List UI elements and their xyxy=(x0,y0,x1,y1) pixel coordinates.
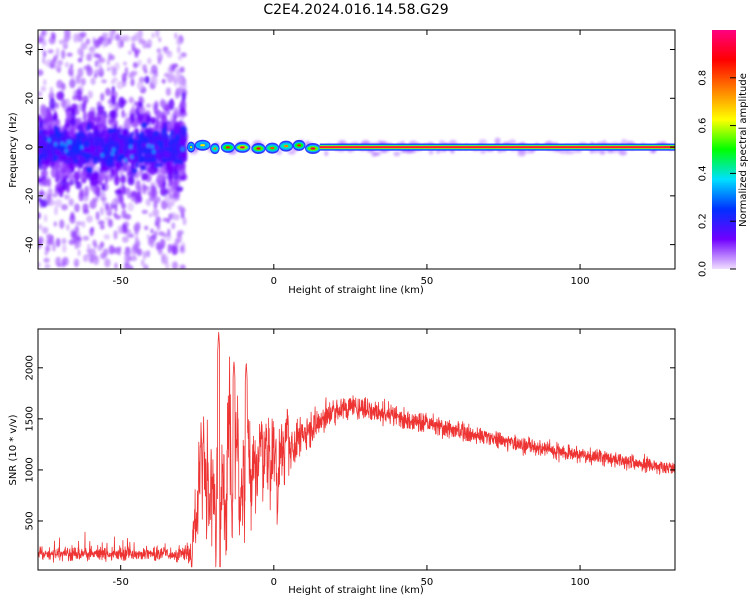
snr-x-tick-label: 0 xyxy=(271,577,277,588)
colorbar-ticks: 0.0 0.2 0.4 0.6 0.8 xyxy=(698,70,736,277)
snr-x-ticks: -50 0 50 100 xyxy=(113,329,590,588)
colorbar: 0.0 0.2 0.4 0.6 0.8 Normalized spectral ampl… xyxy=(698,30,749,277)
snr-y-tick-label: 1000 xyxy=(25,457,36,482)
snr-x-tick-label: 100 xyxy=(571,577,590,588)
snr-y-tick-label: 2000 xyxy=(25,355,36,380)
figure-title: C2E4.2024.016.14.58.G29 xyxy=(263,2,448,18)
heatmap-frame xyxy=(37,29,676,270)
heatmap-y-tick-label: 40 xyxy=(25,43,36,56)
colorbar-tick-label: 0.2 xyxy=(698,213,709,229)
heatmap-y-tick-label: -40 xyxy=(25,236,36,252)
colorbar-gradient xyxy=(712,30,736,269)
snr-y-ticks: 500 1000 1500 2000 xyxy=(25,355,675,531)
heatmap-panel: -50 0 50 100 -40 -20 0 20 40 Height of straight… xyxy=(8,29,676,296)
snr-x-axis-label: Height of straight line (km) xyxy=(288,585,424,596)
heatmap-y-tick-label: 20 xyxy=(25,92,36,105)
colorbar-tick-label: 0.8 xyxy=(698,70,709,86)
heatmap-y-tick-label: -20 xyxy=(25,188,36,204)
colorbar-tick-label: 0.0 xyxy=(698,261,709,277)
snr-y-axis-label: SNR (10 * v/v) xyxy=(8,414,19,485)
continuous-signal xyxy=(319,143,675,151)
intermittent-signal xyxy=(187,139,321,155)
snr-x-tick-label: -50 xyxy=(113,577,129,588)
heatmap-x-tick-label: -50 xyxy=(113,276,129,287)
colorbar-tick-label: 0.4 xyxy=(698,165,709,181)
snr-frame xyxy=(37,328,676,571)
heatmap-x-tick-label: 50 xyxy=(421,276,434,287)
snr-series-line xyxy=(38,331,675,568)
colorbar-label: Normalized spectral amplitude xyxy=(738,73,749,227)
snr-x-tick-label: 50 xyxy=(421,577,434,588)
heatmap-y-tick-label: 0 xyxy=(25,144,36,150)
snr-background xyxy=(38,329,675,570)
colorbar-tick-label: 0.6 xyxy=(698,118,709,134)
heatmap-x-axis-label: Height of straight line (km) xyxy=(288,285,424,296)
heatmap-x-tick-label: 100 xyxy=(571,276,590,287)
snr-y-tick-label: 1500 xyxy=(25,406,36,431)
heatmap-x-ticks: -50 0 50 100 xyxy=(113,30,590,287)
snr-panel: -50 0 50 100 500 1000 1500 2000 Height of stra… xyxy=(8,328,676,596)
heatmap-marks xyxy=(38,30,675,269)
snr-y-tick-label: 500 xyxy=(25,511,36,530)
heatmap-x-tick-label: 0 xyxy=(271,276,277,287)
heatmap-y-ticks: -40 -20 0 20 40 xyxy=(25,43,675,253)
heatmap-y-axis-label: Frequency (Hz) xyxy=(8,112,19,188)
